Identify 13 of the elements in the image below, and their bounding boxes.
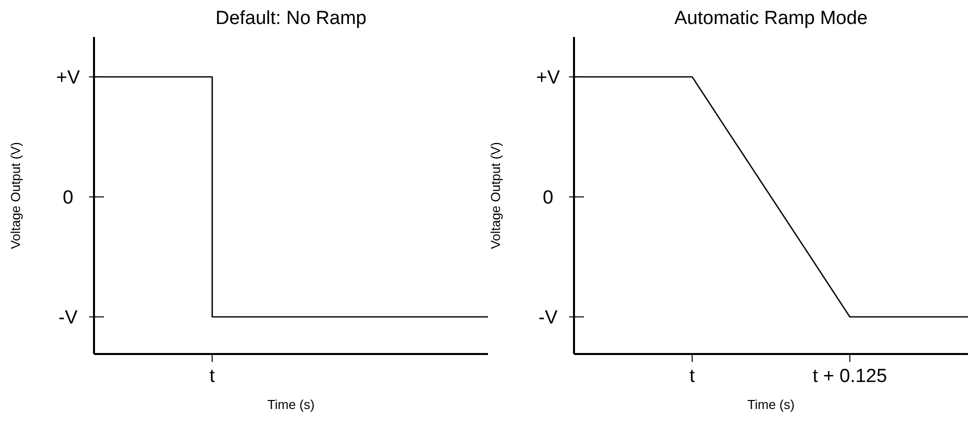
text: +V <box>56 68 80 89</box>
text: -V <box>58 308 78 329</box>
text: -V <box>538 308 558 329</box>
chart-title: Default: No Ramp <box>215 8 367 29</box>
chart-title: Automatic Ramp Mode <box>674 8 868 29</box>
x-axis-title: Time (s) <box>267 397 315 412</box>
text: 0 <box>62 188 74 209</box>
y-axis-title: Voltage Output (V) <box>8 142 23 249</box>
text: +V <box>536 68 560 89</box>
x-tick-label: t + 0.125 <box>812 366 888 387</box>
text: 0 <box>542 188 554 209</box>
x-axis-title: Time (s) <box>747 397 795 412</box>
y-axis-title: Voltage Output (V) <box>488 142 503 249</box>
